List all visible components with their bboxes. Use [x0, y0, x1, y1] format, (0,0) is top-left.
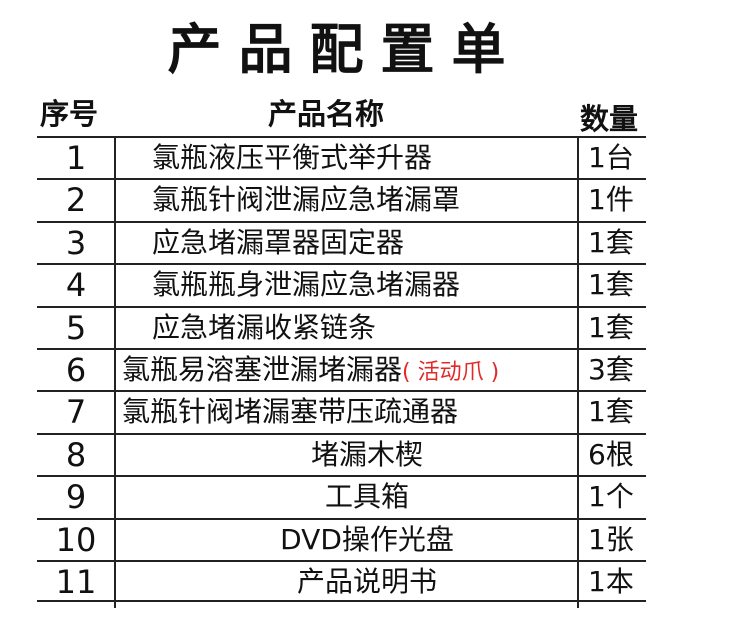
product-name-text: 工具箱	[324, 480, 409, 514]
quantity: 1套	[588, 310, 634, 344]
quantity: 1件	[588, 183, 634, 217]
product-name-text: DVD操作光盘	[280, 522, 454, 556]
product-name-text: 氯瓶液压平衡式举升器	[152, 141, 433, 174]
table-row: 2 氯瓶针阀泄漏应急堵漏罩 1件	[37, 178, 646, 220]
product-name-text: 氯瓶针阀泄漏应急堵漏罩	[152, 183, 461, 217]
table-row: 3 应急堵漏罩器固定器 1套	[37, 220, 646, 266]
table-row: 1 氯瓶液压平衡式举升器 1台	[37, 136, 646, 178]
row-number: 11	[55, 562, 97, 601]
product-name: 工具箱	[117, 477, 617, 520]
product-name-text: 氯瓶易溶塞泄漏堵漏器	[122, 352, 403, 386]
product-name-text: 应急堵漏收紧链条	[152, 310, 377, 344]
row-number: 9	[65, 478, 87, 517]
quantity: 1套	[588, 395, 634, 429]
quantity: 1套	[588, 225, 634, 259]
product-name-text: 氯瓶针阀堵漏塞带压疏通器	[122, 395, 459, 429]
table-row: 5 应急堵漏收紧链条 1套	[37, 305, 646, 351]
table-row: 11 产品说明书 1本	[37, 559, 646, 605]
product-name: 产品说明书	[117, 562, 617, 605]
product-name-text: 应急堵漏罩器固定器	[152, 225, 405, 259]
row-number: 6	[65, 350, 87, 389]
quantity: 6根	[588, 437, 634, 471]
product-name: 氯瓶瓶身泄漏应急堵漏器	[152, 265, 460, 308]
quantity: 1张	[588, 522, 634, 556]
product-name: 氯瓶易溶塞泄漏堵漏器( 活动爪 )	[122, 350, 499, 393]
quantity: 1套	[588, 268, 634, 302]
product-name: DVD操作光盘	[117, 520, 617, 563]
page-title: 产品配置单	[167, 17, 523, 81]
product-name: 氯瓶针阀泄漏应急堵漏罩	[152, 180, 460, 223]
product-name-text: 产品说明书	[296, 564, 437, 598]
row-number: 7	[65, 393, 87, 432]
row-number: 1	[65, 139, 87, 177]
column-divider	[577, 136, 579, 608]
product-name: 应急堵漏罩器固定器	[152, 223, 404, 266]
column-divider	[114, 136, 116, 608]
row-number: 8	[65, 435, 87, 474]
table-row: 8 堵漏木楔 6根	[37, 432, 646, 478]
product-name-text: 氯瓶瓶身泄漏应急堵漏器	[152, 268, 461, 302]
row-number: 5	[65, 308, 87, 347]
header-qty: 数量	[580, 102, 639, 136]
header-no: 序号	[40, 97, 99, 131]
product-note: ( 活动爪 )	[402, 359, 500, 385]
product-name: 氯瓶液压平衡式举升器	[152, 138, 432, 181]
quantity: 3套	[588, 352, 634, 386]
product-name: 堵漏木楔	[117, 435, 617, 478]
row-number: 10	[55, 520, 97, 559]
quantity: 1台	[588, 141, 634, 174]
header-name: 产品名称	[268, 97, 385, 131]
table-row: 4 氯瓶瓶身泄漏应急堵漏器 1套	[37, 263, 646, 305]
row-number: 4	[65, 266, 87, 305]
product-table: 1 氯瓶液压平衡式举升器 1台 2 氯瓶针阀泄漏应急堵漏罩 1件 3 应急堵漏罩器固…	[37, 136, 646, 605]
product-name: 应急堵漏收紧链条	[152, 308, 376, 351]
product-name-text: 堵漏木楔	[310, 437, 423, 471]
table-row: 9 工具箱 1个	[37, 475, 646, 517]
table-row: 10 DVD操作光盘 1张	[37, 517, 646, 563]
quantity: 1本	[588, 564, 634, 598]
quantity: 1个	[588, 480, 634, 514]
table-row: 6 氯瓶易溶塞泄漏堵漏器( 活动爪 ) 3套	[37, 347, 646, 393]
row-number: 2	[65, 181, 87, 220]
product-name: 氯瓶针阀堵漏塞带压疏通器	[122, 392, 458, 435]
table-row: 7 氯瓶针阀堵漏塞带压疏通器 1套	[37, 390, 646, 432]
row-number: 3	[65, 223, 87, 262]
